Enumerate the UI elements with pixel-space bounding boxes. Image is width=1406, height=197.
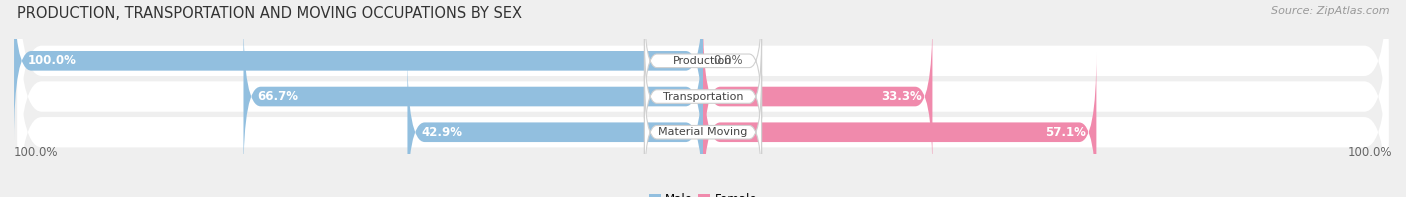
FancyBboxPatch shape [408, 53, 703, 197]
Text: 57.1%: 57.1% [1045, 126, 1085, 139]
Text: Material Moving: Material Moving [658, 127, 748, 137]
Text: 0.0%: 0.0% [713, 54, 742, 67]
FancyBboxPatch shape [644, 39, 762, 154]
Text: 100.0%: 100.0% [1347, 146, 1392, 159]
Text: Source: ZipAtlas.com: Source: ZipAtlas.com [1271, 6, 1389, 16]
FancyBboxPatch shape [17, 22, 1389, 197]
Text: 100.0%: 100.0% [14, 146, 59, 159]
Text: Transportation: Transportation [662, 92, 744, 101]
FancyBboxPatch shape [243, 17, 703, 176]
Text: 33.3%: 33.3% [882, 90, 922, 103]
Text: 66.7%: 66.7% [257, 90, 298, 103]
Text: 42.9%: 42.9% [422, 126, 463, 139]
FancyBboxPatch shape [703, 17, 932, 176]
Legend: Male, Female: Male, Female [644, 188, 762, 197]
Text: 100.0%: 100.0% [28, 54, 77, 67]
FancyBboxPatch shape [17, 0, 1389, 197]
FancyBboxPatch shape [703, 53, 1097, 197]
FancyBboxPatch shape [644, 75, 762, 190]
FancyBboxPatch shape [17, 0, 1389, 171]
FancyBboxPatch shape [14, 0, 703, 140]
Text: Production: Production [673, 56, 733, 66]
Text: PRODUCTION, TRANSPORTATION AND MOVING OCCUPATIONS BY SEX: PRODUCTION, TRANSPORTATION AND MOVING OC… [17, 6, 522, 21]
FancyBboxPatch shape [644, 3, 762, 118]
